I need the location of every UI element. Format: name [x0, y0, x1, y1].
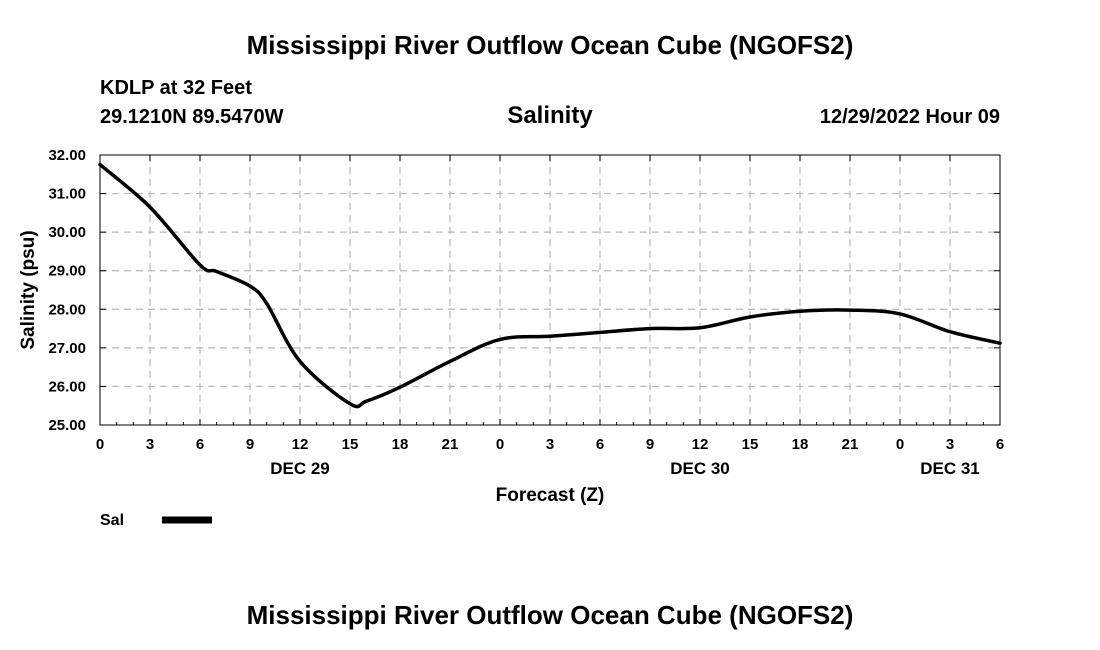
x-tick-label: 6	[996, 436, 1004, 453]
x-tick-label: 21	[842, 436, 859, 453]
x-tick-label: 3	[546, 436, 554, 453]
x-tick-label: 6	[596, 436, 604, 453]
x-tick-label: 6	[196, 436, 204, 453]
y-tick-label: 29.00	[48, 263, 86, 280]
x-tick-label: 3	[146, 436, 154, 453]
x-tick-label: 3	[946, 436, 954, 453]
x-axis-label: Forecast (Z)	[496, 485, 605, 506]
chart-title: Salinity	[507, 102, 593, 129]
x-tick-label: 0	[496, 436, 504, 453]
x-tick-label: 12	[692, 436, 709, 453]
main-title: Mississippi River Outflow Ocean Cube (NG…	[246, 30, 854, 60]
day-label: DEC 31	[920, 459, 980, 478]
y-tick-label: 27.00	[48, 340, 86, 357]
x-tick-label: 21	[442, 436, 459, 453]
day-label: DEC 30	[670, 459, 730, 478]
x-tick-label: 12	[292, 436, 309, 453]
y-tick-label: 32.00	[48, 147, 86, 164]
x-tick-label: 0	[896, 436, 904, 453]
y-tick-label: 28.00	[48, 301, 86, 318]
run-time: 12/29/2022 Hour 09	[819, 106, 1000, 128]
y-tick-label: 26.00	[48, 378, 86, 395]
footer-title: Mississippi River Outflow Ocean Cube (NG…	[246, 600, 854, 630]
x-tick-label: 0	[96, 436, 104, 453]
series-line-sal	[98, 162, 1002, 409]
x-tick-label: 9	[646, 436, 654, 453]
x-tick-label: 15	[742, 436, 759, 453]
x-tick-label: 15	[342, 436, 359, 453]
salinity-chart: 0 3 6 9 12 15 18 21 0 3 6 9 12 15 18 21 0 3 6 25.00 26.00 27.…	[18, 147, 1004, 529]
x-tick-label: 18	[392, 436, 409, 453]
y-tick-label: 25.00	[48, 417, 86, 434]
y-tick-label: 30.00	[48, 224, 86, 241]
x-tick-label: 18	[792, 436, 809, 453]
y-axis-label: Salinity (psu)	[18, 230, 39, 349]
station-label: KDLP at 32 Feet	[100, 77, 252, 99]
y-tick-label: 31.00	[48, 186, 86, 203]
x-tick-label: 9	[246, 436, 254, 453]
station-coordinates: 29.1210N 89.5470W	[100, 106, 284, 128]
day-label: DEC 29	[270, 459, 330, 478]
legend-label: Sal	[100, 512, 124, 529]
